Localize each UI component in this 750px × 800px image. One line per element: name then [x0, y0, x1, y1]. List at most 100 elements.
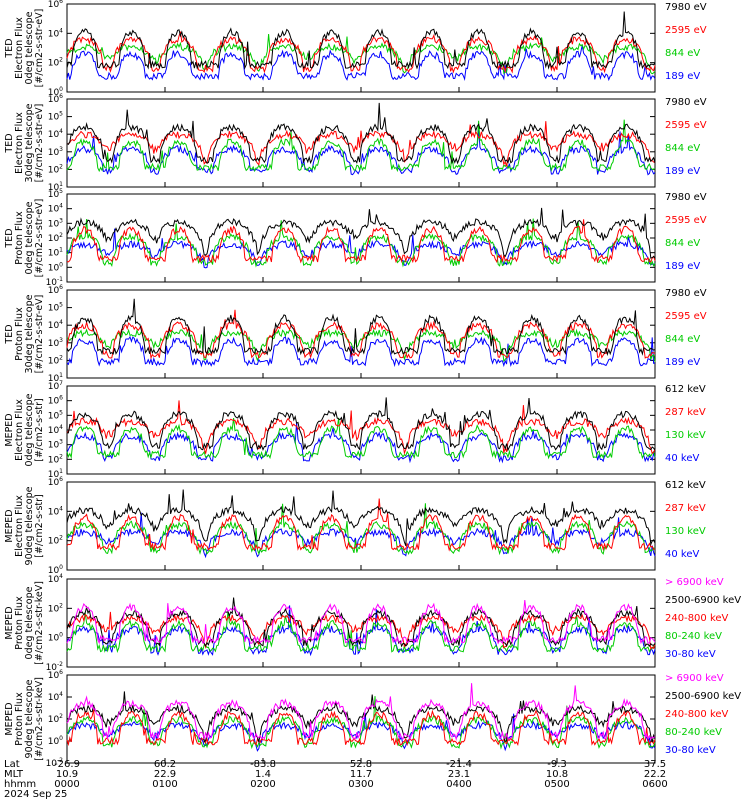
y-tick-label: 102 — [48, 535, 63, 547]
legend-entry: 30-80 keV — [665, 745, 716, 756]
row-label-lat: Lat — [4, 759, 20, 770]
y-tick-label: 106 — [48, 93, 63, 105]
y-axis-label-line: 90deg telescope — [24, 486, 35, 565]
y-tick-label: 106 — [48, 669, 63, 681]
y-tick-label: 102 — [48, 354, 63, 366]
legend-entry: 30-80 keV — [665, 649, 716, 660]
lat-label: -83.8 — [250, 759, 276, 770]
series-trace — [66, 599, 656, 645]
y-axis-label-line: 0deg telescope — [24, 586, 35, 659]
legend-entry: > 6900 keV — [665, 577, 724, 588]
y-axis-label-line: TED — [4, 324, 15, 344]
legend-entry: 2595 eV — [665, 25, 707, 36]
mlt-label: 11.7 — [350, 769, 372, 780]
y-tick-label: 104 — [48, 203, 63, 215]
y-axis-label-line: [#/cm2-s-str-eV] — [34, 199, 45, 278]
y-tick-label: 102 — [48, 232, 63, 244]
y-tick-label: 103 — [48, 217, 63, 229]
legend-entry: 7980 eV — [665, 2, 707, 13]
y-axis-label-line: TED — [4, 228, 15, 248]
y-axis-label-line: Electron Flux — [14, 112, 25, 174]
series-trace — [66, 422, 656, 464]
y-tick-label: 106 — [48, 395, 63, 407]
y-axis-label-line: Proton Flux — [14, 692, 25, 746]
series-trace — [66, 219, 656, 264]
y-axis-label-line: 30deg telescope — [24, 294, 35, 373]
legend-entry: 189 eV — [665, 357, 700, 368]
y-tick-label: 104 — [48, 424, 63, 436]
y-tick-label: 105 — [48, 409, 63, 421]
y-tick-label: 104 — [48, 128, 63, 140]
panel-frame — [66, 674, 656, 764]
series-trace — [66, 298, 656, 357]
legend-entry: 130 keV — [665, 430, 706, 441]
row-label-mlt: MLT — [4, 769, 24, 780]
date-label: 2024 Sep 25 — [4, 789, 67, 800]
y-axis-label-line: 0deg telescope — [24, 11, 35, 84]
y-tick-label: 107 — [48, 380, 63, 392]
series-trace — [66, 489, 656, 547]
y-axis-label-line: Electron Flux — [14, 495, 25, 557]
series-trace — [66, 335, 656, 368]
y-axis-label-line: [#/cm2-s-str-eV] — [34, 295, 45, 374]
series-trace — [66, 610, 656, 653]
hhmm-label: 0600 — [642, 779, 667, 790]
y-tick-label: 104 — [48, 505, 63, 517]
legend-entry: 844 eV — [665, 143, 700, 154]
legend-entry: 2500-6900 keV — [665, 691, 741, 702]
y-axis-label-line: 30deg telescope — [24, 103, 35, 182]
legend-entry: 189 eV — [665, 261, 700, 272]
series-trace — [66, 31, 656, 74]
legend-entry: 7980 eV — [665, 288, 707, 299]
legend-entry: 2595 eV — [665, 311, 707, 322]
y-axis-label-line: TED — [4, 133, 15, 153]
series-trace — [66, 11, 656, 70]
y-tick-label: 102 — [48, 713, 63, 725]
legend-entry: 287 keV — [665, 503, 706, 514]
lat-label: 60.2 — [154, 759, 176, 770]
y-tick-label: 105 — [48, 111, 63, 123]
series-trace — [66, 218, 656, 268]
hhmm-label: 0000 — [54, 779, 79, 790]
mlt-label: 23.1 — [448, 769, 470, 780]
lat-label: -9.3 — [547, 759, 567, 770]
legend-entry: 7980 eV — [665, 192, 707, 203]
y-tick-label: 103 — [48, 146, 63, 158]
lat-label: -21.4 — [446, 759, 472, 770]
y-tick-label: 103 — [48, 337, 63, 349]
hhmm-label: 0200 — [250, 779, 275, 790]
series-trace — [66, 683, 656, 742]
legend-entry: 2595 eV — [665, 215, 707, 226]
mlt-label: 10.8 — [546, 769, 568, 780]
legend-entry: 844 eV — [665, 48, 700, 59]
y-axis-label-line: 90deg telescope — [24, 679, 35, 758]
y-tick-label: 102 — [48, 163, 63, 175]
y-axis-label-line: Proton Flux — [14, 211, 25, 265]
series-trace — [66, 207, 656, 259]
y-axis-label-line: Proton Flux — [14, 596, 25, 650]
hhmm-label: 0300 — [348, 779, 373, 790]
hhmm-label: 0100 — [152, 779, 177, 790]
y-tick-label: 100 — [48, 261, 63, 273]
lat-label: 37.5 — [644, 759, 666, 770]
y-tick-label: 104 — [48, 319, 63, 331]
legend-entry: 844 eV — [665, 334, 700, 345]
legend-entry: 240-800 keV — [665, 613, 729, 624]
legend-entry: 80-240 keV — [665, 727, 722, 738]
y-tick-label: 106 — [48, 0, 63, 10]
y-axis-label-line: 0deg telescope — [24, 393, 35, 466]
legend-entry: 80-240 keV — [665, 631, 722, 642]
y-axis-label-line: [#/cm2-s-str] — [34, 398, 45, 461]
y-tick-label: 104 — [48, 573, 63, 585]
lat-label: -26.9 — [54, 759, 80, 770]
legend-entry: 189 eV — [665, 166, 700, 177]
